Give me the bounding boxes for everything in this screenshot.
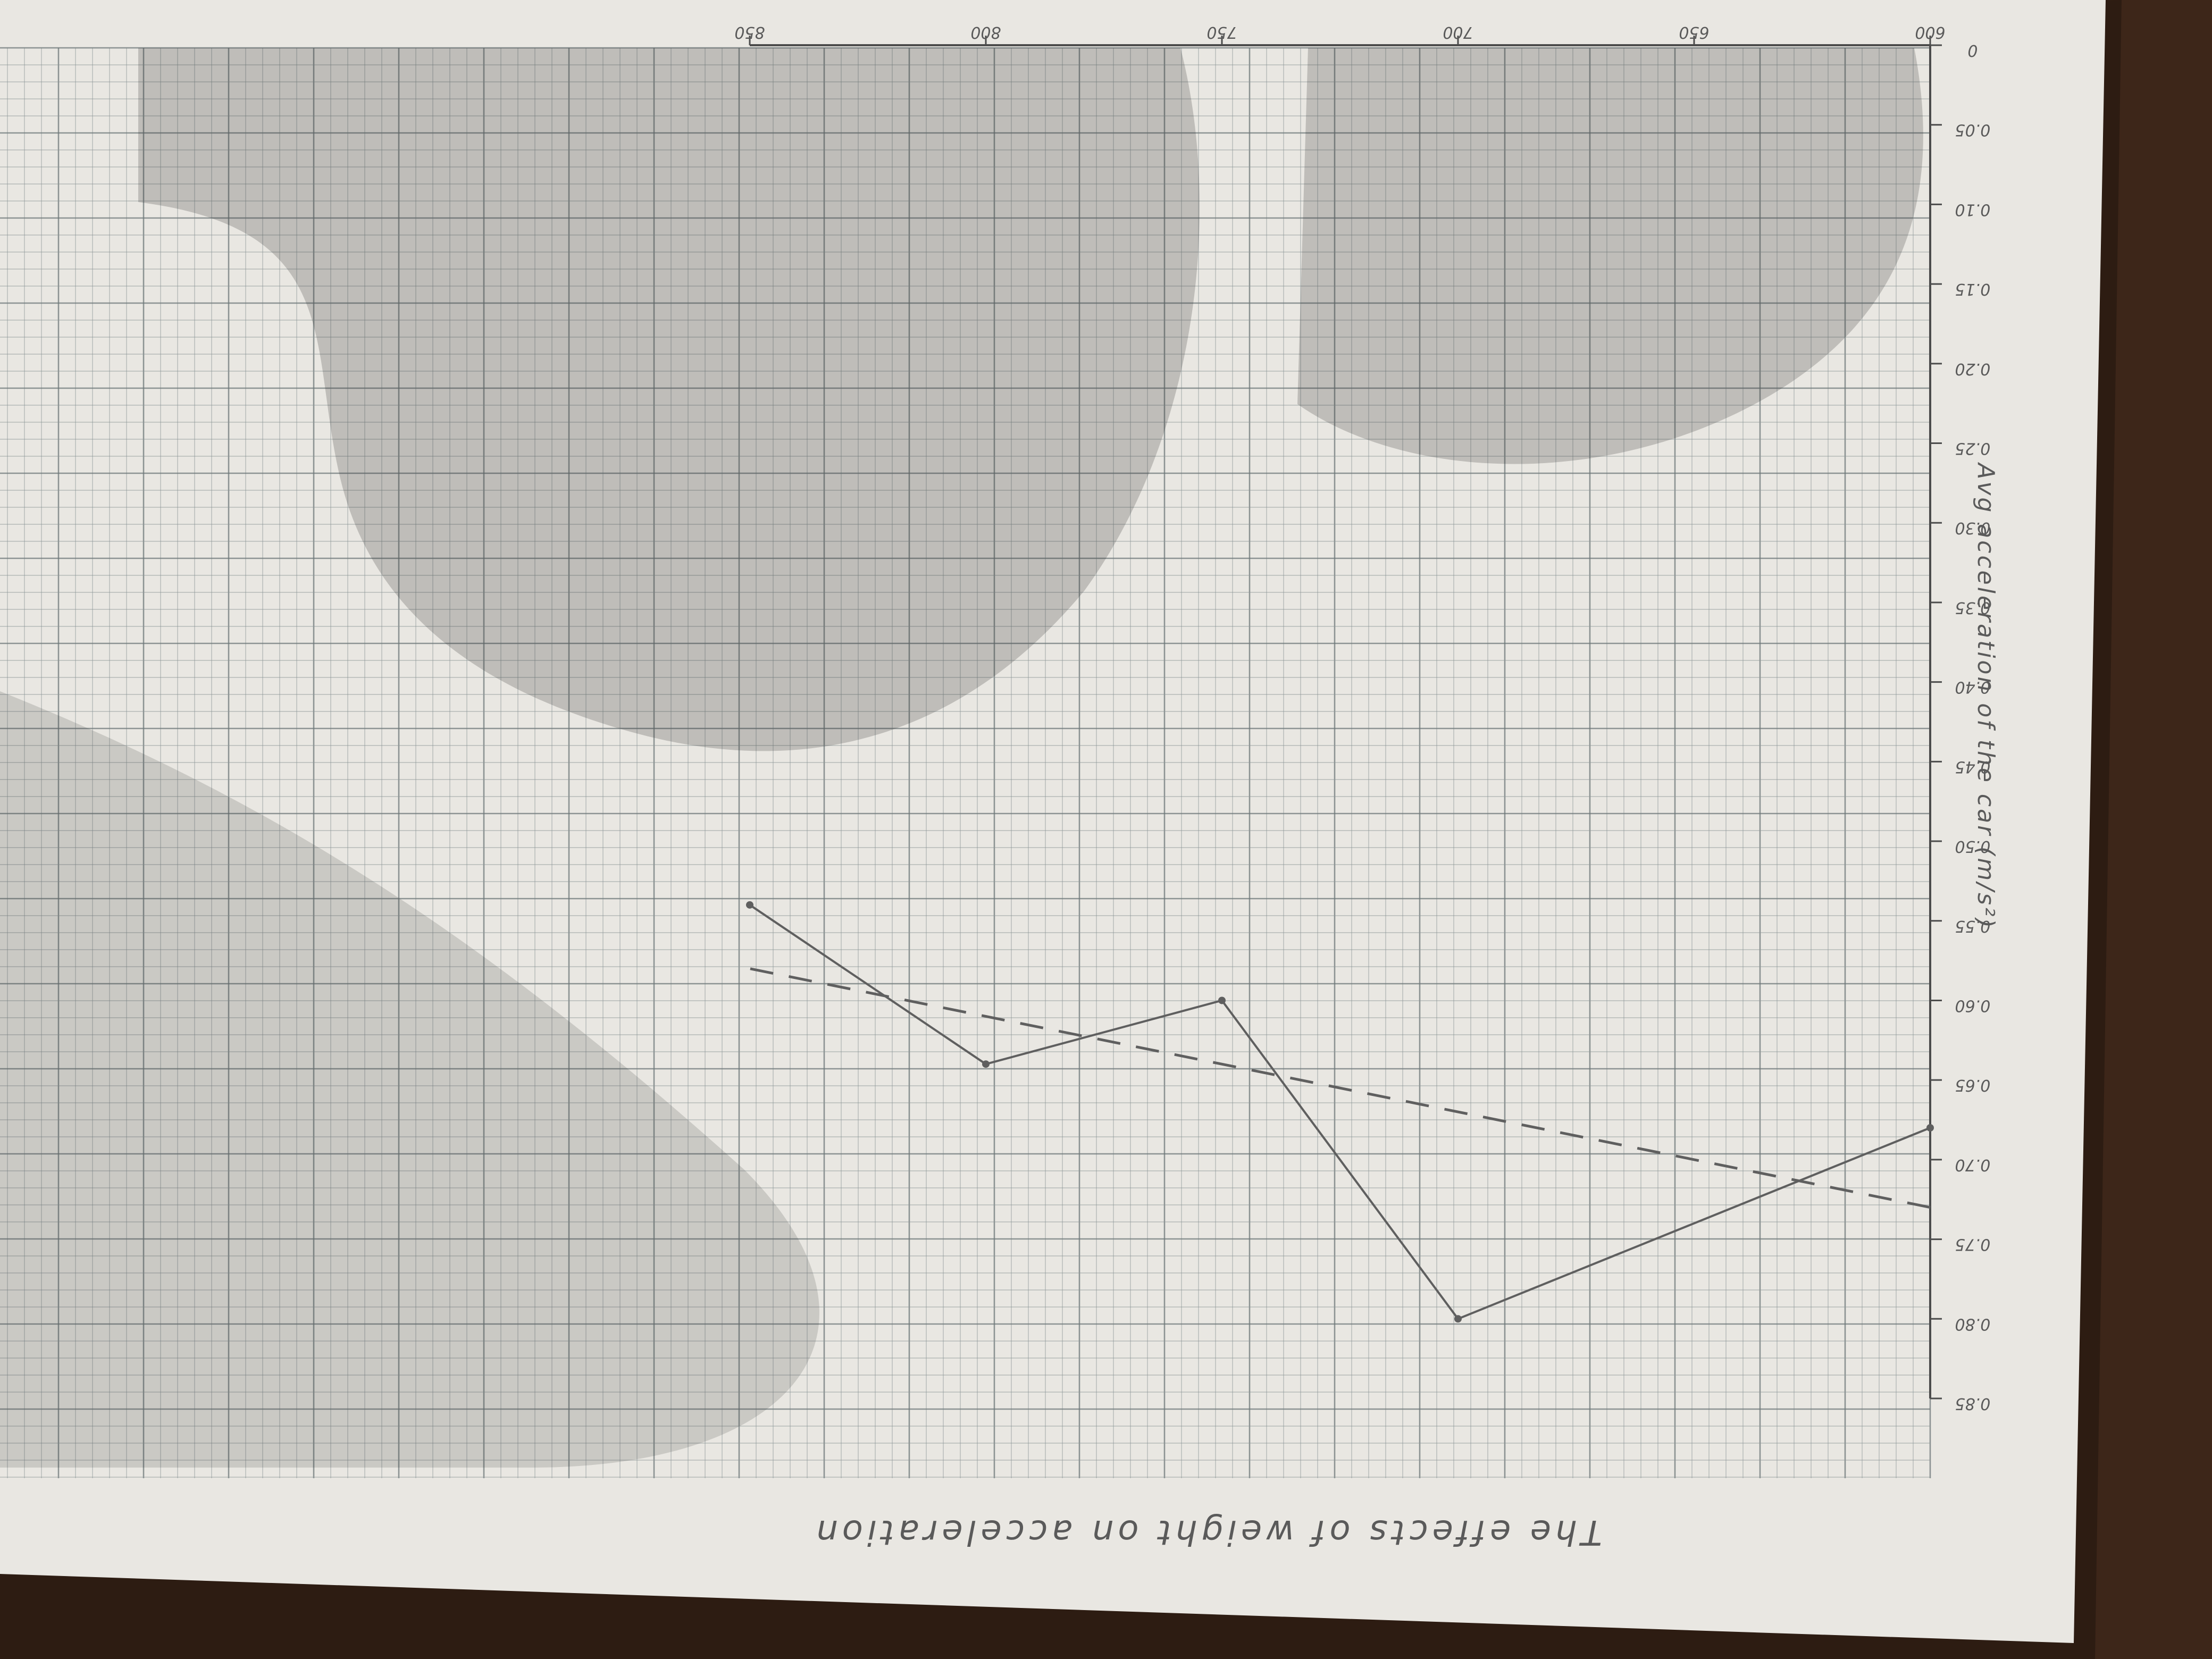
data-point	[1926, 1124, 1934, 1132]
shadow-region	[1297, 48, 1923, 464]
y-tick-label: 0.05	[1955, 121, 1991, 139]
y-axis-label: Avg acceleration of the car (m/s²)	[1972, 462, 1999, 930]
data-point	[746, 901, 753, 909]
y-tick-label: 0.40	[1955, 678, 1991, 697]
y-tick-label: 0.75	[1955, 1235, 1991, 1254]
y-tick-label: 0.35	[1955, 598, 1991, 617]
y-tick-label: 0.70	[1955, 1155, 1991, 1174]
shadow-overlay	[0, 48, 1923, 1468]
data-point	[1218, 996, 1226, 1004]
y-tick-label: 0.85	[1955, 1394, 1991, 1413]
plot-area	[746, 901, 1934, 1323]
x-tick-label: 750	[1206, 23, 1237, 41]
shadow-region	[138, 48, 1200, 751]
y-tick-label: 0.55	[1955, 917, 1991, 935]
x-tick-label: 850	[734, 23, 765, 41]
paper-sheet	[0, 0, 2106, 1643]
y-tick-label: 0.30	[1955, 518, 1991, 537]
trend-line-dashed	[749, 967, 1931, 1209]
data-point	[982, 1060, 990, 1068]
axes: 0 0.05 0.10 0.15 0.20 0.25 0.30 0.35 0.40 0.45 0.5…	[734, 23, 1990, 1413]
shadow-region	[0, 691, 819, 1468]
y-tick-label: 0.50	[1955, 837, 1991, 856]
y-tick-label: 0.10	[1955, 200, 1991, 219]
y-tick-label: 0.15	[1955, 280, 1991, 298]
chart-title: The effects of weight on acceleration	[812, 1512, 1602, 1552]
y-tick-label: 0.45	[1955, 757, 1991, 776]
y-tick-label: 0.25	[1955, 439, 1991, 458]
x-tick-label: 700	[1443, 23, 1473, 41]
graph-grid	[0, 47, 1931, 1478]
y-tick-label: 0.60	[1955, 996, 1991, 1015]
y-tick-label: 0.65	[1955, 1076, 1991, 1094]
y-tick-label: 0.80	[1955, 1314, 1991, 1333]
x-tick-label: 800	[970, 23, 1001, 41]
x-tick-label: 600	[1915, 23, 1945, 41]
y-tick-label: 0	[1967, 41, 1978, 60]
x-tick-label: 650	[1679, 23, 1709, 41]
y-tick-label: 0.20	[1955, 359, 1991, 378]
data-point	[1454, 1315, 1462, 1323]
